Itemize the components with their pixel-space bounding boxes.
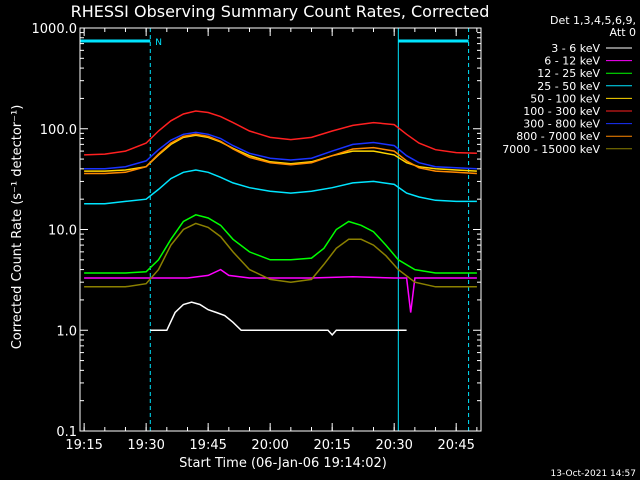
x-tick-label: 19:30 bbox=[127, 438, 164, 453]
legend-label: 12 - 25 keV bbox=[537, 67, 600, 80]
y-tick-label: 100.0 bbox=[40, 123, 77, 138]
x-axis-label: Start Time (06-Jan-06 19:14:02) bbox=[179, 456, 387, 471]
series-line bbox=[84, 133, 477, 175]
plot-frame bbox=[79, 27, 482, 432]
x-tick-label: 20:30 bbox=[375, 438, 412, 453]
series-line bbox=[84, 134, 477, 172]
x-axis: 19:15 19:30 19:45 20:00 20:15 20:30 20:45 bbox=[65, 28, 478, 453]
y-tick-label: 10.0 bbox=[48, 224, 77, 239]
x-tick-label: 20:45 bbox=[437, 438, 474, 453]
y-tick-label: 1000.0 bbox=[32, 22, 78, 37]
chart-title: RHESSI Observing Summary Count Rates, Co… bbox=[71, 2, 490, 21]
legend-header: Att 0 bbox=[610, 26, 636, 39]
series-line bbox=[150, 301, 407, 337]
series-line bbox=[84, 222, 477, 288]
legend-label: 3 - 6 keV bbox=[551, 42, 600, 55]
series-line bbox=[84, 110, 477, 156]
flag-label: N bbox=[155, 38, 162, 48]
legend-label: 50 - 100 keV bbox=[530, 92, 600, 105]
x-tick-label: 20:00 bbox=[251, 438, 288, 453]
series-line bbox=[84, 131, 477, 170]
series-line bbox=[84, 169, 477, 205]
series-line bbox=[84, 268, 477, 313]
y-axis: 0.1 1.0 10.0 100.0 1000.0 bbox=[32, 22, 481, 440]
x-tick-label: 19:45 bbox=[189, 438, 226, 453]
legend-label: 7000 - 15000 keV bbox=[502, 143, 600, 156]
x-tick-label: 20:15 bbox=[313, 438, 350, 453]
series-line bbox=[84, 214, 477, 274]
y-tick-label: 1.0 bbox=[56, 324, 77, 339]
x-tick-label: 19:15 bbox=[65, 438, 102, 453]
legend-label: 25 - 50 keV bbox=[537, 80, 600, 93]
legend-label: 100 - 300 keV bbox=[523, 105, 600, 118]
legend-label: 300 - 800 keV bbox=[523, 118, 600, 131]
legend-label: 6 - 12 keV bbox=[544, 55, 600, 68]
legend-header: Det 1,3,4,5,6,9, bbox=[550, 14, 636, 27]
series-lines bbox=[84, 110, 477, 337]
y-tick-label: 0.1 bbox=[56, 425, 77, 440]
legend-label: 800 - 7000 keV bbox=[516, 130, 600, 143]
y-axis-label: Corrected Count Rate (s⁻¹ detector⁻¹) bbox=[10, 105, 25, 350]
separator-lines bbox=[79, 28, 470, 431]
flag-bars: N bbox=[80, 38, 469, 48]
footer-timestamp: 13-Oct-2021 14:57 bbox=[551, 469, 636, 479]
